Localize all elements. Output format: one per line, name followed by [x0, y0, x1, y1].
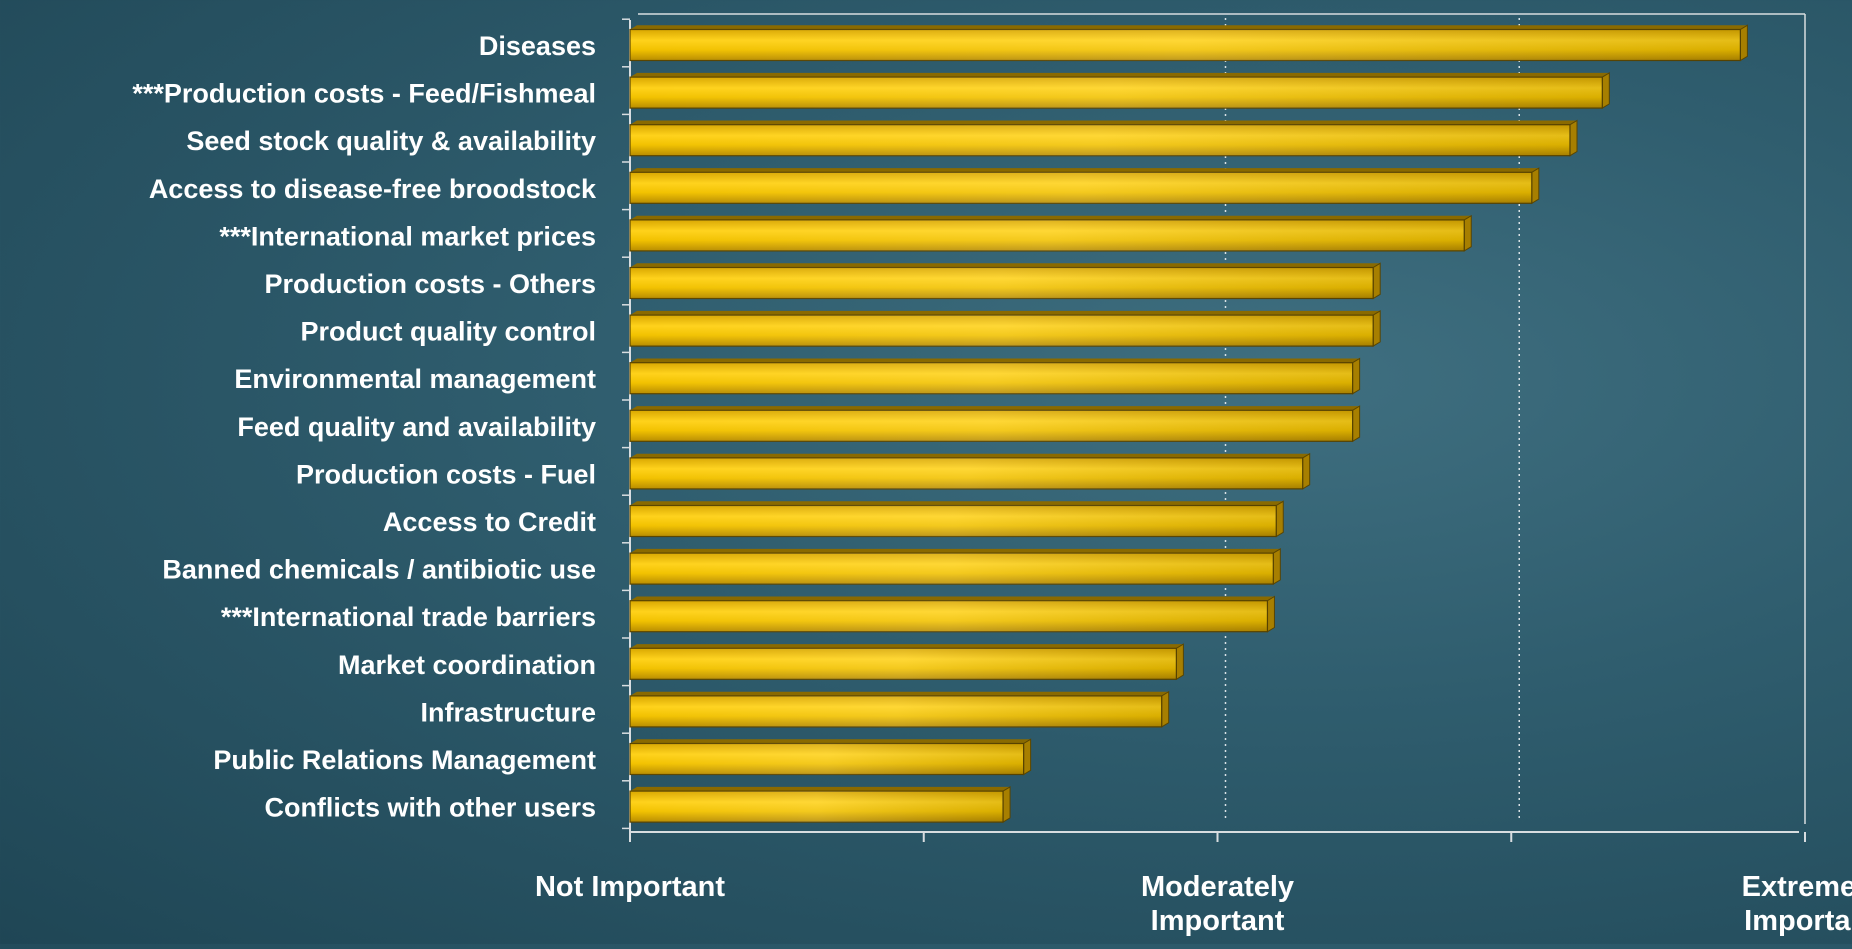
bar-group: [629, 310, 1381, 347]
bar-side-face: [1352, 357, 1361, 395]
bar-side-face: [1739, 24, 1748, 62]
category-label: ***International market prices: [219, 221, 596, 251]
bar-side-face: [1266, 595, 1275, 633]
bar-side-face: [1023, 738, 1032, 776]
bar-top-face: [630, 120, 1577, 125]
x-tick-label: Extremely: [1742, 871, 1852, 903]
bar-side-face: [1531, 167, 1540, 205]
bar-side-face: [1463, 214, 1472, 252]
category-label: Feed quality and availability: [237, 412, 596, 442]
bar-top-face: [630, 358, 1360, 363]
bar-side-face: [1161, 690, 1170, 728]
bar-top-face: [630, 548, 1281, 554]
bar-highlight: [630, 695, 1162, 727]
bar-group: [629, 405, 1361, 443]
category-label: ***International trade barriers: [221, 602, 596, 632]
bar-top-face: [630, 691, 1169, 696]
bar-top-face: [630, 644, 1184, 649]
x-tick-label: Important: [1744, 905, 1852, 937]
x-tick-labels: Not ImportantModeratelyImportantExtremel…: [535, 871, 1852, 937]
bar-group: [629, 738, 1032, 776]
bar-group: [629, 452, 1311, 490]
category-label: Conflicts with other users: [264, 793, 596, 823]
bar-highlight: [630, 219, 1465, 251]
category-label: Seed stock quality & availability: [186, 126, 596, 156]
bar-highlight: [630, 172, 1532, 204]
bar-group: [629, 262, 1381, 300]
bar-highlight: [630, 267, 1374, 299]
bar-top-face: [630, 310, 1381, 316]
bar-highlight: [630, 77, 1603, 109]
bar-group: [629, 643, 1184, 681]
bar-highlight: [630, 124, 1570, 156]
bar-top-face: [630, 739, 1031, 744]
bar-top-face: [630, 786, 1011, 792]
bar-group: [629, 595, 1275, 633]
bar-group: [629, 548, 1281, 585]
category-label: Product quality control: [300, 317, 596, 347]
x-tick-label: Important: [1151, 905, 1285, 937]
category-label: Banned chemicals / antibiotic use: [162, 555, 596, 585]
bars: [629, 24, 1748, 823]
bar-group: [629, 24, 1748, 62]
bar-group: [629, 690, 1170, 728]
bar-top-face: [630, 168, 1539, 173]
bar-top-face: [630, 501, 1284, 506]
category-label: Production costs - Fuel: [296, 459, 596, 489]
bar-top-face: [630, 215, 1472, 220]
bar-group: [629, 500, 1284, 538]
bar-highlight: [630, 315, 1374, 347]
category-label: ***Production costs - Feed/Fishmeal: [132, 79, 596, 109]
bar-highlight: [630, 29, 1741, 61]
category-label: Infrastructure: [420, 697, 596, 727]
bar-top-face: [630, 263, 1381, 268]
x-tick-label: Moderately: [1141, 871, 1294, 903]
bar-side-face: [1601, 72, 1610, 109]
bar-highlight: [630, 648, 1177, 680]
bar-highlight: [630, 791, 1004, 823]
bar-highlight: [630, 743, 1024, 775]
bar-highlight: [630, 553, 1274, 585]
category-label: Production costs - Others: [264, 269, 596, 299]
bar-top-face: [630, 72, 1610, 78]
bar-group: [629, 72, 1610, 109]
bar-top-face: [630, 453, 1310, 458]
category-label: Access to disease-free broodstock: [149, 174, 597, 204]
bar-highlight: [630, 600, 1268, 632]
category-label: Market coordination: [338, 650, 596, 680]
x-tick-label: Not Important: [535, 871, 725, 903]
bar-group: [629, 357, 1361, 395]
bar-side-face: [1175, 643, 1184, 681]
bar-side-face: [1272, 548, 1281, 585]
category-label: Public Relations Management: [213, 745, 596, 775]
bar-top-face: [630, 596, 1275, 601]
category-label: Diseases: [479, 31, 596, 61]
bar-highlight: [630, 457, 1303, 489]
bar-highlight: [630, 362, 1353, 394]
bar-highlight: [630, 505, 1277, 537]
category-labels: Diseases ***Production costs - Feed/Fishm…: [132, 31, 597, 823]
bar-side-face: [1002, 786, 1011, 823]
bar-side-face: [1569, 119, 1578, 157]
bar-group: [629, 786, 1011, 823]
bar-side-face: [1372, 310, 1381, 347]
category-label: Access to Credit: [383, 507, 596, 537]
bar-side-face: [1352, 405, 1361, 443]
bar-group: [629, 167, 1540, 205]
bar-group: [629, 214, 1472, 252]
bar-side-face: [1302, 452, 1311, 490]
bar-side-face: [1372, 262, 1381, 300]
bar-top-face: [630, 25, 1748, 30]
bar-highlight: [630, 410, 1353, 442]
bar-top-face: [630, 406, 1360, 411]
bar-group: [629, 119, 1578, 157]
category-label: Environmental management: [234, 364, 596, 394]
bar-side-face: [1275, 500, 1284, 538]
